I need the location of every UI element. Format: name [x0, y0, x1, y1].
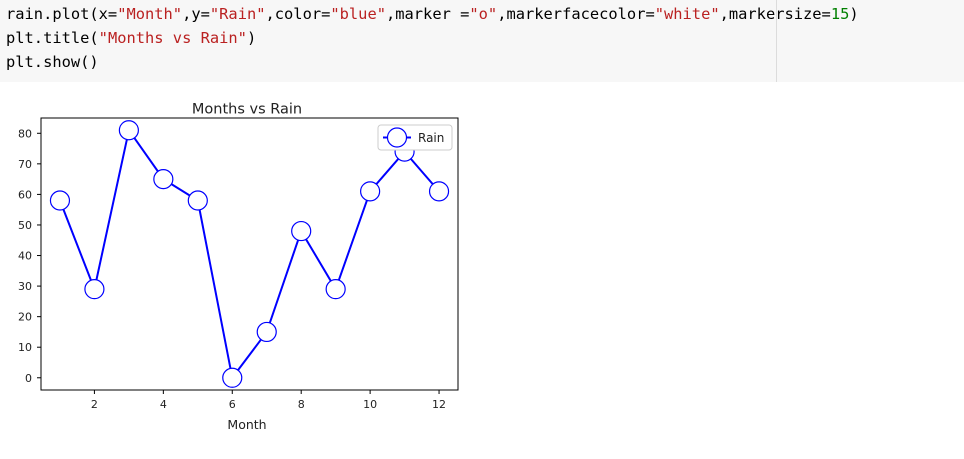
data-point-marker [256, 321, 277, 343]
data-point-marker [187, 190, 208, 211]
y-axis: 0 10 20 30 40 50 60 70 80 [18, 127, 41, 385]
plot-frame [40, 117, 459, 391]
legend-marker-swatch [386, 127, 408, 148]
code-token: "Rain" [209, 5, 266, 23]
code-token: rain.plot(x= [6, 5, 118, 23]
y-tick-label: 30 [18, 280, 32, 293]
data-point-marker [428, 181, 450, 202]
data-point-marker [84, 279, 105, 300]
cell-output: Months vs Rain 0 10 20 30 40 50 60 70 80 2 4 6 8 10 1… [0, 88, 480, 448]
code-token: ) [849, 5, 859, 23]
code-token: "o" [469, 5, 498, 23]
y-tick-label: 60 [18, 188, 32, 201]
code-token: 15 [830, 5, 850, 23]
code-token: ,color= [265, 5, 331, 23]
legend-label: Rain [418, 131, 444, 145]
code-line-2: plt.title("Months vs Rain") [6, 26, 964, 50]
data-point-marker [222, 367, 243, 388]
y-tick-label: 50 [18, 219, 32, 232]
x-axis: 2 4 6 8 10 12 [91, 390, 446, 411]
chart-title: Months vs Rain [192, 102, 302, 118]
x-tick-label: 2 [91, 398, 98, 411]
data-point-marker [291, 220, 312, 242]
code-line-3: plt.show() [6, 50, 964, 74]
y-tick-label: 20 [18, 311, 32, 324]
legend: Rain [377, 124, 453, 151]
y-tick-label: 0 [25, 372, 32, 385]
code-token: ,markersize= [720, 5, 831, 23]
y-tick-label: 10 [18, 341, 32, 354]
y-tick-label: 40 [18, 250, 32, 263]
code-token: "Month" [117, 5, 183, 23]
code-token: ,y= [182, 5, 210, 23]
ruler-line [776, 0, 777, 82]
data-point-marker [325, 279, 346, 300]
code-token: ,marker = [385, 5, 470, 23]
code-token: ,markerfacecolor= [497, 5, 655, 23]
x-axis-label: Month [227, 417, 266, 432]
data-point-marker [360, 181, 381, 202]
code-line-1: rain.plot(x="Month",y="Rain",color="blue… [6, 2, 964, 26]
x-tick-label: 10 [363, 398, 377, 411]
code-token: plt.show() [6, 53, 99, 71]
y-tick-label: 80 [18, 127, 32, 140]
data-point-marker [153, 169, 174, 190]
plot-series [49, 120, 450, 388]
x-tick-label: 4 [160, 398, 167, 411]
code-token: "white" [654, 5, 720, 23]
x-tick-label: 6 [229, 398, 236, 411]
x-tick-label: 12 [432, 398, 446, 411]
series-line [59, 127, 440, 381]
line-chart: Months vs Rain 0 10 20 30 40 50 60 70 80 2 4 6 8 10 1… [18, 102, 459, 432]
y-tick-label: 70 [18, 158, 32, 171]
x-tick-label: 8 [298, 398, 305, 411]
code-token: "Months vs Rain" [98, 29, 247, 47]
code-cell[interactable]: rain.plot(x="Month",y="Rain",color="blue… [0, 0, 964, 82]
code-token: "blue" [330, 5, 386, 23]
data-point-marker [49, 190, 71, 211]
code-token: plt.title( [6, 29, 99, 47]
data-point-marker [118, 120, 139, 141]
code-token: ) [246, 29, 257, 47]
